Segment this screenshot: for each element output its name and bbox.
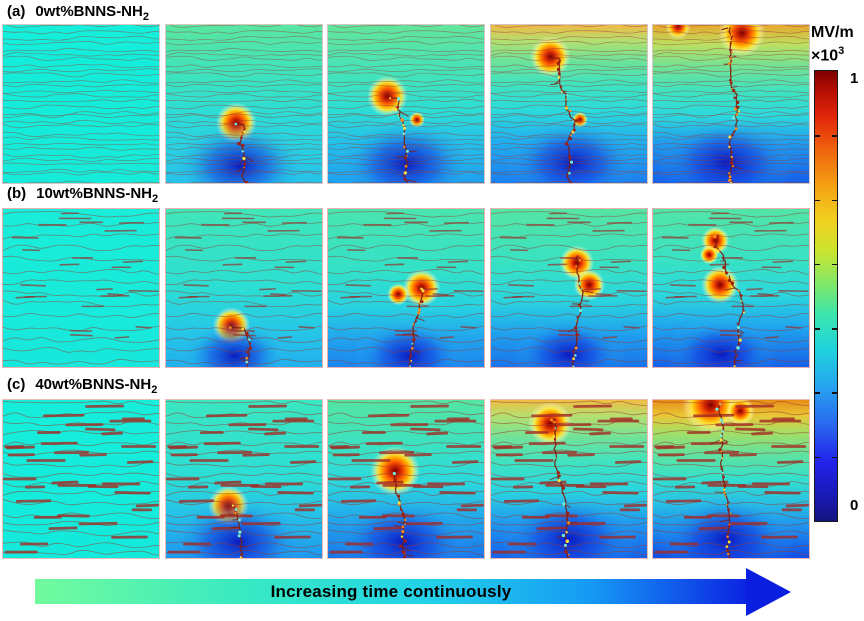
- field-map-b3: [328, 209, 484, 367]
- field-map-a3: [328, 25, 484, 183]
- panel-row-b: [2, 208, 810, 368]
- simulation-panel-c5: [652, 399, 810, 559]
- colorbar-min-label: 0: [850, 497, 859, 514]
- colorbar-tick: [832, 135, 837, 137]
- field-map-b1: [3, 209, 159, 367]
- simulation-panel-b2: [164, 208, 323, 368]
- field-map-c5: [653, 400, 809, 558]
- row-label-c: (c) 40wt%BNNS-NH2: [7, 376, 157, 396]
- colorbar-tick: [815, 199, 820, 202]
- field-map-a2: [165, 25, 322, 183]
- field-map-c1: [3, 400, 159, 558]
- colorbar-multiplier: ×103: [811, 44, 845, 65]
- field-map-b2: [165, 209, 322, 367]
- colorbar-tick: [815, 392, 820, 394]
- row-a-composition: 0wt%BNNS-NH: [35, 3, 143, 20]
- row-c-subscript: 2: [151, 384, 158, 396]
- colorbar-title: MV/m ×103: [811, 23, 854, 67]
- field-map-c3: [328, 400, 484, 558]
- simulation-panel-c1: [2, 399, 160, 559]
- simulation-panel-a2: [164, 24, 323, 184]
- colorbar-tick: [832, 263, 837, 266]
- simulation-panel-b3: [327, 208, 485, 368]
- colorbar-tick: [815, 263, 820, 266]
- field-map-a4: [490, 25, 647, 183]
- row-a-subscript: 2: [142, 11, 149, 23]
- simulation-panel-c3: [327, 399, 485, 559]
- row-c-composition: 40wt%BNNS-NH: [35, 376, 152, 393]
- colorbar-tick: [815, 135, 820, 137]
- simulation-panel-b5: [652, 208, 810, 368]
- row-b-composition: 10wt%BNNS-NH: [36, 185, 153, 202]
- simulation-panel-a4: [489, 24, 648, 184]
- row-b-subscript: 2: [152, 193, 159, 205]
- simulation-panel-b1: [2, 208, 160, 368]
- colorbar-tick: [832, 328, 837, 330]
- row-c-index: (c): [7, 376, 26, 393]
- simulation-panel-a3: [327, 24, 485, 184]
- simulation-panel-a1: [2, 24, 160, 184]
- row-label-a: (a) 0wt%BNNS-NH2: [7, 3, 149, 23]
- simulation-panel-c2: [164, 399, 323, 559]
- colorbar-tick: [832, 199, 837, 202]
- colorbar-tick: [832, 392, 837, 394]
- colorbar-tick: [815, 328, 820, 330]
- panel-row-c: [2, 399, 810, 559]
- time-arrow: Increasing time continuously: [35, 579, 747, 604]
- time-arrow-label: Increasing time continuously: [270, 581, 512, 601]
- field-map-c2: [165, 400, 322, 558]
- row-label-b: (b) 10wt%BNNS-NH2: [7, 185, 158, 205]
- simulation-panel-b4: [489, 208, 648, 368]
- colorbar-gradient: [814, 70, 838, 522]
- field-map-a1: [3, 25, 159, 183]
- row-a-index: (a): [7, 3, 26, 20]
- field-map-a5: [653, 25, 809, 183]
- row-b-index: (b): [7, 185, 27, 202]
- field-map-b5: [653, 209, 809, 367]
- field-map-b4: [490, 209, 647, 367]
- colorbar-tick: [832, 456, 837, 459]
- simulation-panel-c4: [489, 399, 648, 559]
- colorbar-unit: MV/m: [811, 24, 854, 41]
- colorbar-tick: [815, 456, 820, 459]
- colorbar-max-label: 1: [850, 70, 859, 87]
- panel-row-a: [2, 24, 810, 184]
- field-map-c4: [490, 400, 647, 558]
- simulation-panel-a5: [652, 24, 810, 184]
- time-arrow-head-icon: [746, 568, 791, 616]
